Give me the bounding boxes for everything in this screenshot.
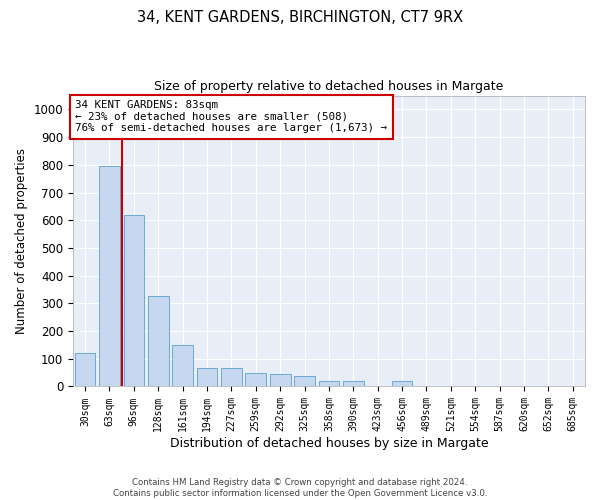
Bar [392,382,412,386]
Bar [172,345,193,387]
Bar [270,374,290,386]
Bar [245,372,266,386]
Text: 34 KENT GARDENS: 83sqm
← 23% of detached houses are smaller (508)
76% of semi-de: 34 KENT GARDENS: 83sqm ← 23% of detached… [76,100,388,133]
Y-axis label: Number of detached properties: Number of detached properties [15,148,28,334]
Bar [221,368,242,386]
Bar [99,166,120,386]
Bar [197,368,217,386]
Title: Size of property relative to detached houses in Margate: Size of property relative to detached ho… [154,80,503,93]
Bar [343,382,364,386]
X-axis label: Distribution of detached houses by size in Margate: Distribution of detached houses by size … [170,437,488,450]
Bar [148,296,169,386]
Text: 34, KENT GARDENS, BIRCHINGTON, CT7 9RX: 34, KENT GARDENS, BIRCHINGTON, CT7 9RX [137,10,463,25]
Bar [124,214,144,386]
Bar [294,376,315,386]
Bar [319,381,340,386]
Bar [75,353,95,386]
Text: Contains HM Land Registry data © Crown copyright and database right 2024.
Contai: Contains HM Land Registry data © Crown c… [113,478,487,498]
